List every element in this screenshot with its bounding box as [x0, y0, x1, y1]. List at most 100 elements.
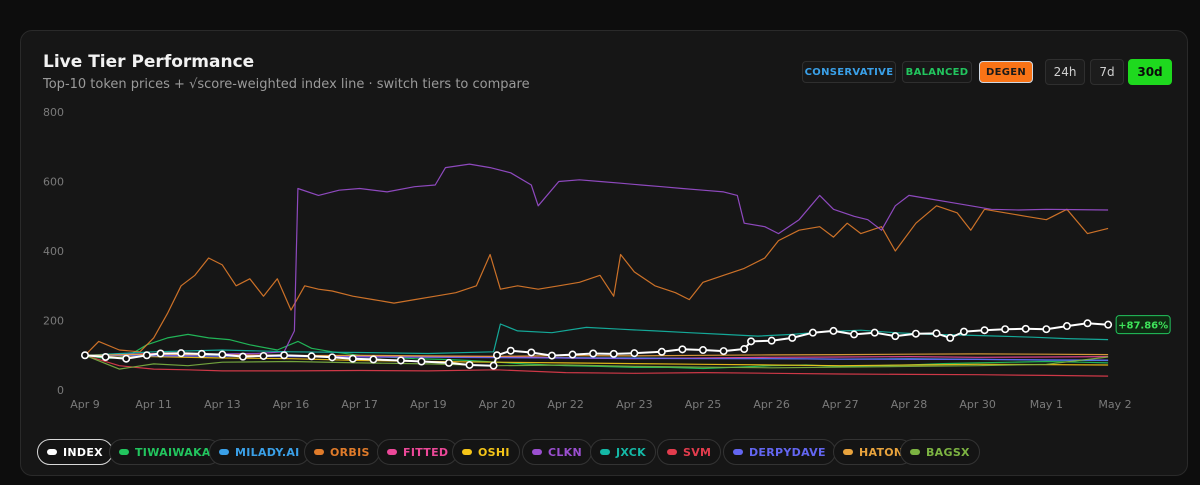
legend-label: BAGSX [926, 445, 970, 459]
x-tick-label: Apr 11 [135, 398, 172, 411]
range-7d-button[interactable]: 7d [1090, 59, 1124, 85]
legend-item-milady-ai[interactable]: MILADY.AI [209, 439, 310, 465]
legend-item-index[interactable]: INDEX [37, 439, 113, 465]
x-tick-label: May 2 [1098, 398, 1131, 411]
legend-item-oshi[interactable]: OSHI [452, 439, 520, 465]
legend-swatch [119, 449, 129, 455]
index-end-badge [1115, 315, 1171, 335]
index-point [1001, 325, 1010, 334]
index-point [678, 345, 687, 354]
chart-title: Live Tier Performance [43, 52, 255, 72]
index-point [547, 351, 556, 360]
tier-balanced-button[interactable]: BALANCED [902, 61, 972, 83]
index-point [369, 355, 378, 364]
index-point [829, 326, 838, 335]
x-tick-label: Apr 9 [70, 398, 100, 411]
series-line-oshi [84, 354, 1109, 367]
index-point [101, 352, 110, 361]
legend-item-bagsx[interactable]: BAGSX [900, 439, 980, 465]
index-point [959, 327, 968, 336]
legend-item-tiwaiwaka[interactable]: TIWAIWAKA [109, 439, 221, 465]
y-tick-label: 600 [43, 176, 64, 189]
index-point [81, 351, 90, 360]
index-point [238, 352, 247, 361]
legend-swatch [733, 449, 743, 455]
legend-item-clkn[interactable]: CLKN [522, 439, 593, 465]
index-point [767, 336, 776, 345]
index-point [142, 351, 151, 360]
index-point [911, 329, 920, 338]
legend-swatch [47, 449, 57, 455]
x-tick-label: Apr 20 [479, 398, 516, 411]
x-tick-label: Apr 23 [616, 398, 653, 411]
series-line-clkn [84, 163, 1109, 356]
legend-label: HATON [859, 445, 904, 459]
x-tick-label: Apr 27 [822, 398, 859, 411]
y-tick-label: 0 [57, 384, 64, 397]
index-point [527, 348, 536, 357]
x-tick-label: Apr 22 [547, 398, 584, 411]
index-point [870, 328, 879, 337]
x-tick-label: Apr 25 [685, 398, 722, 411]
index-point [850, 330, 859, 339]
legend-label: MILADY.AI [235, 445, 300, 459]
legend-item-jxck[interactable]: JXCK [590, 439, 656, 465]
legend-swatch [387, 449, 397, 455]
legend-swatch [462, 449, 472, 455]
index-point [609, 349, 618, 358]
series-line-index [84, 322, 1109, 367]
legend-swatch [219, 449, 229, 455]
legend-swatch [910, 449, 920, 455]
y-tick-label: 400 [43, 245, 64, 258]
index-point [1042, 325, 1051, 334]
index-point [568, 350, 577, 359]
y-tick-label: 800 [43, 106, 64, 119]
x-tick-label: Apr 16 [273, 398, 310, 411]
legend-item-derpydave[interactable]: DERPYDAVE [723, 439, 836, 465]
index-point [444, 358, 453, 367]
series-line-bagsx [84, 354, 1109, 370]
legend-label: SVM [683, 445, 712, 459]
index-point [177, 349, 186, 358]
legend-swatch [600, 449, 610, 455]
legend-label: DERPYDAVE [749, 445, 826, 459]
tier-degen-button[interactable]: DEGEN [979, 61, 1033, 83]
legend-label: TIWAIWAKA [135, 445, 211, 459]
index-point [719, 347, 728, 356]
legend-swatch [532, 449, 542, 455]
index-point [489, 361, 498, 370]
range-24h-button[interactable]: 24h [1045, 59, 1085, 85]
index-end-label: +87.86% [1118, 321, 1168, 332]
index-point [1083, 319, 1092, 328]
index-point [417, 357, 426, 366]
legend-label: OSHI [478, 445, 510, 459]
legend-item-fitted[interactable]: FITTED [377, 439, 459, 465]
index-point [747, 337, 756, 346]
legend-label: JXCK [616, 445, 646, 459]
legend-item-orbis[interactable]: ORBIS [304, 439, 380, 465]
x-tick-label: Apr 17 [341, 398, 378, 411]
index-point [328, 353, 337, 362]
x-tick-label: Apr 19 [410, 398, 447, 411]
index-point [156, 349, 165, 358]
index-point [218, 350, 227, 359]
index-point [932, 329, 941, 338]
index-point [492, 351, 501, 360]
series-line-orbis [84, 205, 1109, 356]
legend-item-svm[interactable]: SVM [657, 439, 722, 465]
index-point [698, 346, 707, 355]
index-point [506, 346, 515, 355]
legend-label: ORBIS [330, 445, 370, 459]
x-tick-label: Apr 28 [891, 398, 928, 411]
index-point [348, 354, 357, 363]
index-point [197, 349, 206, 358]
index-point [396, 356, 405, 365]
x-tick-label: May 1 [1030, 398, 1063, 411]
range-30d-button[interactable]: 30d [1128, 59, 1172, 85]
series-line-svm [84, 354, 1109, 377]
tier-conservative-button[interactable]: CONSERVATIVE [802, 61, 896, 83]
index-point [788, 333, 797, 342]
index-point [740, 344, 749, 353]
index-point [657, 347, 666, 356]
